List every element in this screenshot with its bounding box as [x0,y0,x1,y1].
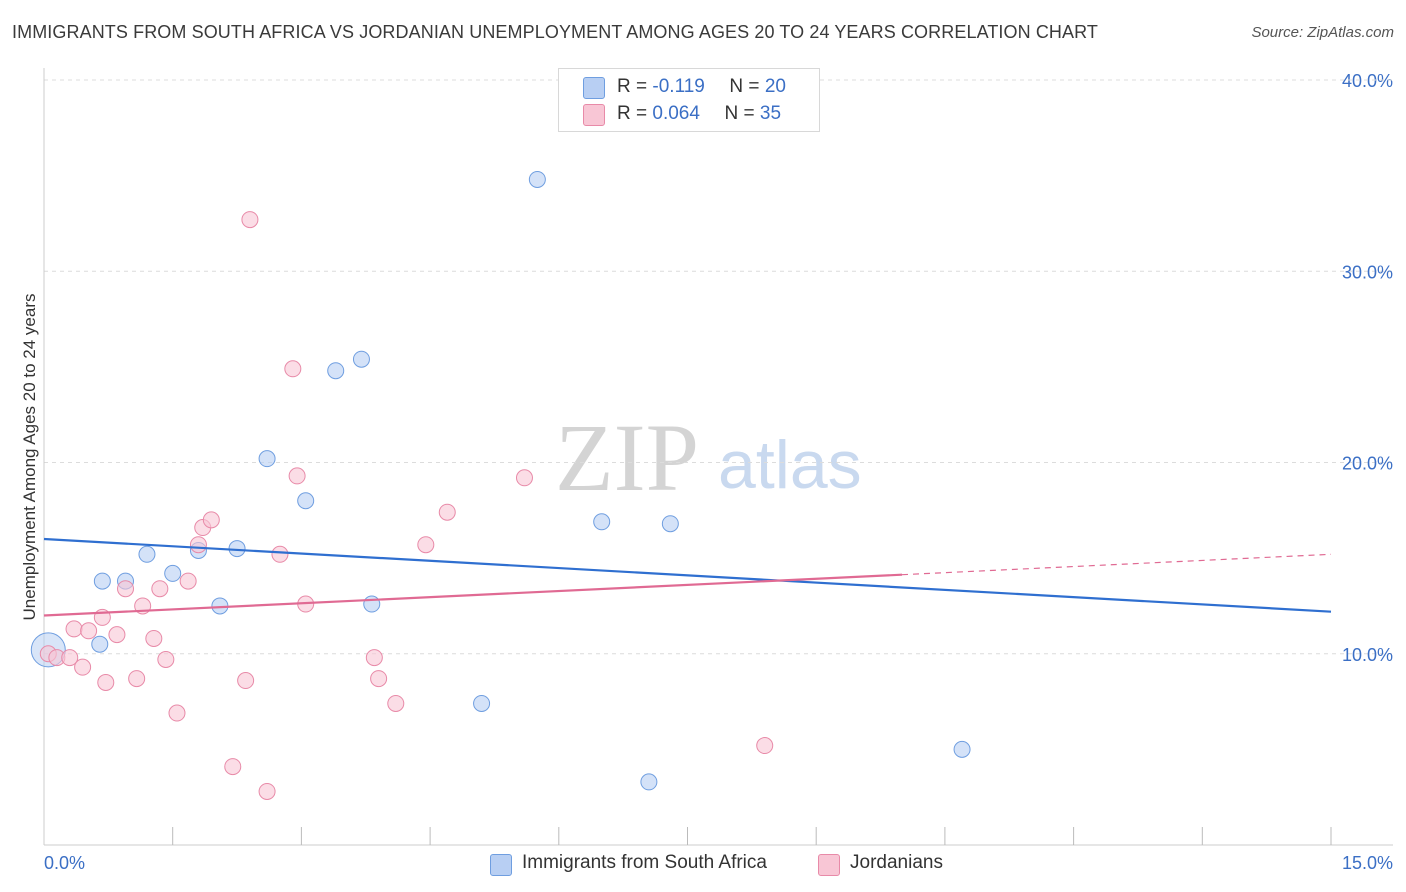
point-south-africa [640,773,658,791]
point-south-africa [473,694,491,712]
point-south-africa [258,450,276,468]
legend-swatch-south-africa [490,854,512,876]
point-south-africa [164,564,182,582]
legend-n-label: N = [729,76,760,97]
point-south-africa [528,170,546,188]
legend-n-value: 20 [764,76,786,97]
legend-swatch-jordanians [818,854,840,876]
legend-r-value: 0.064 [652,103,700,124]
point-jordanians [108,626,126,644]
point-south-africa [953,740,971,758]
point-jordanians [202,511,220,529]
point-jordanians [179,572,197,590]
point-jordanians [370,670,388,688]
point-jordanians [145,629,163,647]
legend-swatch-south-africa [583,77,605,99]
legend-stats-south-africa: R = -0.119 N = 20 [617,76,786,98]
legend-r-label: R = [617,76,648,97]
point-south-africa [138,545,156,563]
x-tick-label-min: 0.0% [44,853,85,873]
point-jordanians [157,650,175,668]
point-south-africa [297,492,315,510]
watermark-atlas: atlas [718,427,862,503]
correlation-legend: R = -0.119 N = 20 R = 0.064 N = 35 [558,68,820,132]
y-tick-label: 20.0% [1342,454,1393,474]
trendline-jordanians [43,573,903,617]
point-south-africa [91,635,109,653]
point-south-africa [93,572,111,590]
trendline-jordanians-extension [901,553,1332,576]
point-south-africa [327,362,345,380]
point-jordanians [168,704,186,722]
legend-n-value: 35 [759,103,782,124]
point-jordanians [258,782,276,800]
legend-r-label: R = [617,103,648,124]
point-jordanians [237,672,255,690]
point-jordanians [97,673,115,691]
point-jordanians [288,467,306,485]
point-jordanians [241,211,259,229]
point-jordanians [128,670,146,688]
legend-label-south-africa: Immigrants from South Africa [522,852,767,873]
point-jordanians [224,758,242,776]
x-tick-label-max: 15.0% [1342,853,1393,873]
point-south-africa [352,350,370,368]
point-jordanians [117,580,135,598]
y-tick-label: 10.0% [1342,645,1393,665]
point-jordanians [284,360,302,378]
point-jordanians [74,658,92,676]
point-south-africa [593,513,611,531]
point-jordanians [515,469,533,487]
point-jordanians [189,536,207,554]
point-jordanians [756,737,774,755]
point-jordanians [438,503,456,521]
trendline-south-africa [43,537,1332,613]
legend-n-label: N = [724,103,755,124]
point-jordanians [151,580,169,598]
y-tick-label: 30.0% [1342,262,1393,282]
legend-label-jordanians: Jordanians [850,852,943,873]
y-tick-label: 40.0% [1342,71,1393,91]
point-jordanians [417,536,435,554]
legend-stats-jordanians: R = 0.064 N = 35 [617,103,781,125]
legend-swatch-jordanians [583,104,605,126]
chart-title: IMMIGRANTS FROM SOUTH AFRICA VS JORDANIA… [12,22,1099,42]
point-south-africa [661,515,679,533]
point-jordanians [365,649,383,667]
point-jordanians [65,620,83,638]
point-jordanians [387,694,405,712]
series-legend: Immigrants from South Africa Jordanians [0,852,1406,878]
point-jordanians [61,649,79,667]
point-south-africa [363,595,381,613]
series-jordanians [39,211,774,800]
watermark-zip: ZIP [555,404,699,511]
point-jordanians [271,545,289,563]
legend-r-value: -0.119 [652,76,705,97]
chart-source: Source: ZipAtlas.com [1251,24,1394,41]
point-jordanians [80,622,98,640]
